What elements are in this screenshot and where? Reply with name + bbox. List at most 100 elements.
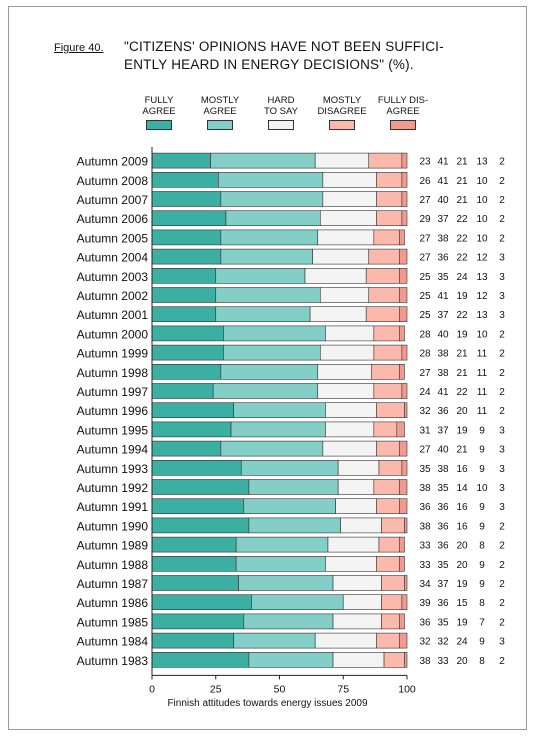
data-label: 35 [437,617,449,628]
bar-segment [322,440,377,457]
bar-segment [396,421,405,438]
data-label: 14 [456,483,468,494]
data-label: 2 [499,387,505,398]
data-label: 9 [479,425,485,436]
bar-segment [342,594,382,611]
data-label: 12 [476,291,488,302]
data-label: 11 [477,349,488,360]
bar-segment [337,479,375,495]
bar-segment [368,248,400,265]
data-label: 11 [477,387,488,398]
data-label: 16 [456,502,468,513]
category-label: Autumn 1993 [77,462,149,476]
legend-label-fully-disagree: FULLY DIS- AGREE [377,95,429,117]
category-label: Autumn 2008 [77,174,149,188]
category-label: Autumn 1990 [77,519,149,533]
bar-segment [376,440,400,457]
bar-segment [151,651,250,668]
x-tick-label: 75 [337,683,349,695]
data-label: 2 [499,406,505,417]
bar-segment [399,325,405,342]
bar-segment [220,248,313,265]
data-label: 23 [419,157,431,168]
data-label: 36 [437,406,449,417]
bar-segment [378,536,400,553]
category-label: Autumn 2001 [77,308,149,322]
bar-segment [325,555,377,572]
bar-segment [401,191,408,207]
bar-segment [370,363,400,380]
data-label: 2 [499,195,505,206]
data-label: 26 [419,176,431,187]
bar-segment [243,498,336,515]
data-label: 25 [419,272,431,283]
bar-segment [399,267,408,284]
bar-segment [325,402,377,419]
data-label: 8 [479,656,485,667]
bar-segment [151,459,242,476]
bar-segment [322,172,377,188]
data-label: 28 [419,349,431,360]
bar-segment [399,363,405,380]
category-label: Autumn 2007 [77,193,149,207]
category-label: Autumn 1996 [77,404,149,418]
data-label: 3 [499,253,505,264]
data-label: 35 [437,272,449,283]
bar-segment [401,344,408,361]
bar-segment [399,536,405,553]
data-label: 38 [437,368,449,379]
data-label: 9 [479,502,485,513]
data-label: 3 [499,310,505,321]
data-label: 36 [437,502,449,513]
bar-segment [233,632,316,649]
legend-item-mostly-disagree: MOSTLY DISAGREE [307,95,377,130]
bar-segment [151,306,217,323]
data-label: 22 [456,233,468,244]
bar-segment [314,152,370,169]
data-label: 2 [499,541,505,552]
bar-segment [248,651,334,668]
figure-title-line-1: "CITIZENS' OPINIONS HAVE NOT BEEN SUFFIC… [124,39,444,54]
data-label: 37 [437,214,449,225]
data-label: 13 [476,157,488,168]
data-label: 2 [499,579,505,590]
data-label: 33 [437,656,449,667]
bar-segment [404,651,408,668]
figure-title: "CITIZENS' OPINIONS HAVE NOT BEEN SUFFIC… [124,38,504,74]
data-label: 20 [456,560,468,571]
bar-segment [373,383,403,399]
bar-segment [151,536,237,553]
bar-segment [151,575,239,591]
data-label: 2 [499,598,505,609]
data-label: 22 [456,387,468,398]
category-label: Autumn 1988 [77,558,149,572]
data-label: 24 [456,637,468,648]
legend-swatch-mostly-agree [207,120,233,130]
bar-segment [151,613,245,630]
bar-segment [378,459,403,476]
data-label: 13 [476,272,488,283]
bar-segment [151,421,232,438]
bar-segment [399,440,408,457]
legend-swatch-mostly-disagree [329,120,355,130]
bar-segment [248,517,341,534]
bar-segment [215,306,311,323]
data-label: 3 [499,445,505,456]
category-label: Autumn 1991 [77,500,149,514]
bar-segment [317,383,375,399]
bar-segment [401,594,408,611]
category-label: Autumn 2005 [77,231,149,245]
data-label: 40 [437,445,449,456]
data-label: 10 [476,233,488,244]
bar-segment [325,421,375,438]
bar-segment [376,191,403,207]
bar-segment [340,517,382,534]
bar-segment [332,651,385,668]
bar-segment [401,172,408,188]
bar-segment [381,517,405,534]
bar-segment [327,536,380,553]
data-label: 24 [456,272,468,283]
data-label: 20 [456,656,468,667]
data-label: 35 [419,464,431,475]
data-label: 2 [499,617,505,628]
